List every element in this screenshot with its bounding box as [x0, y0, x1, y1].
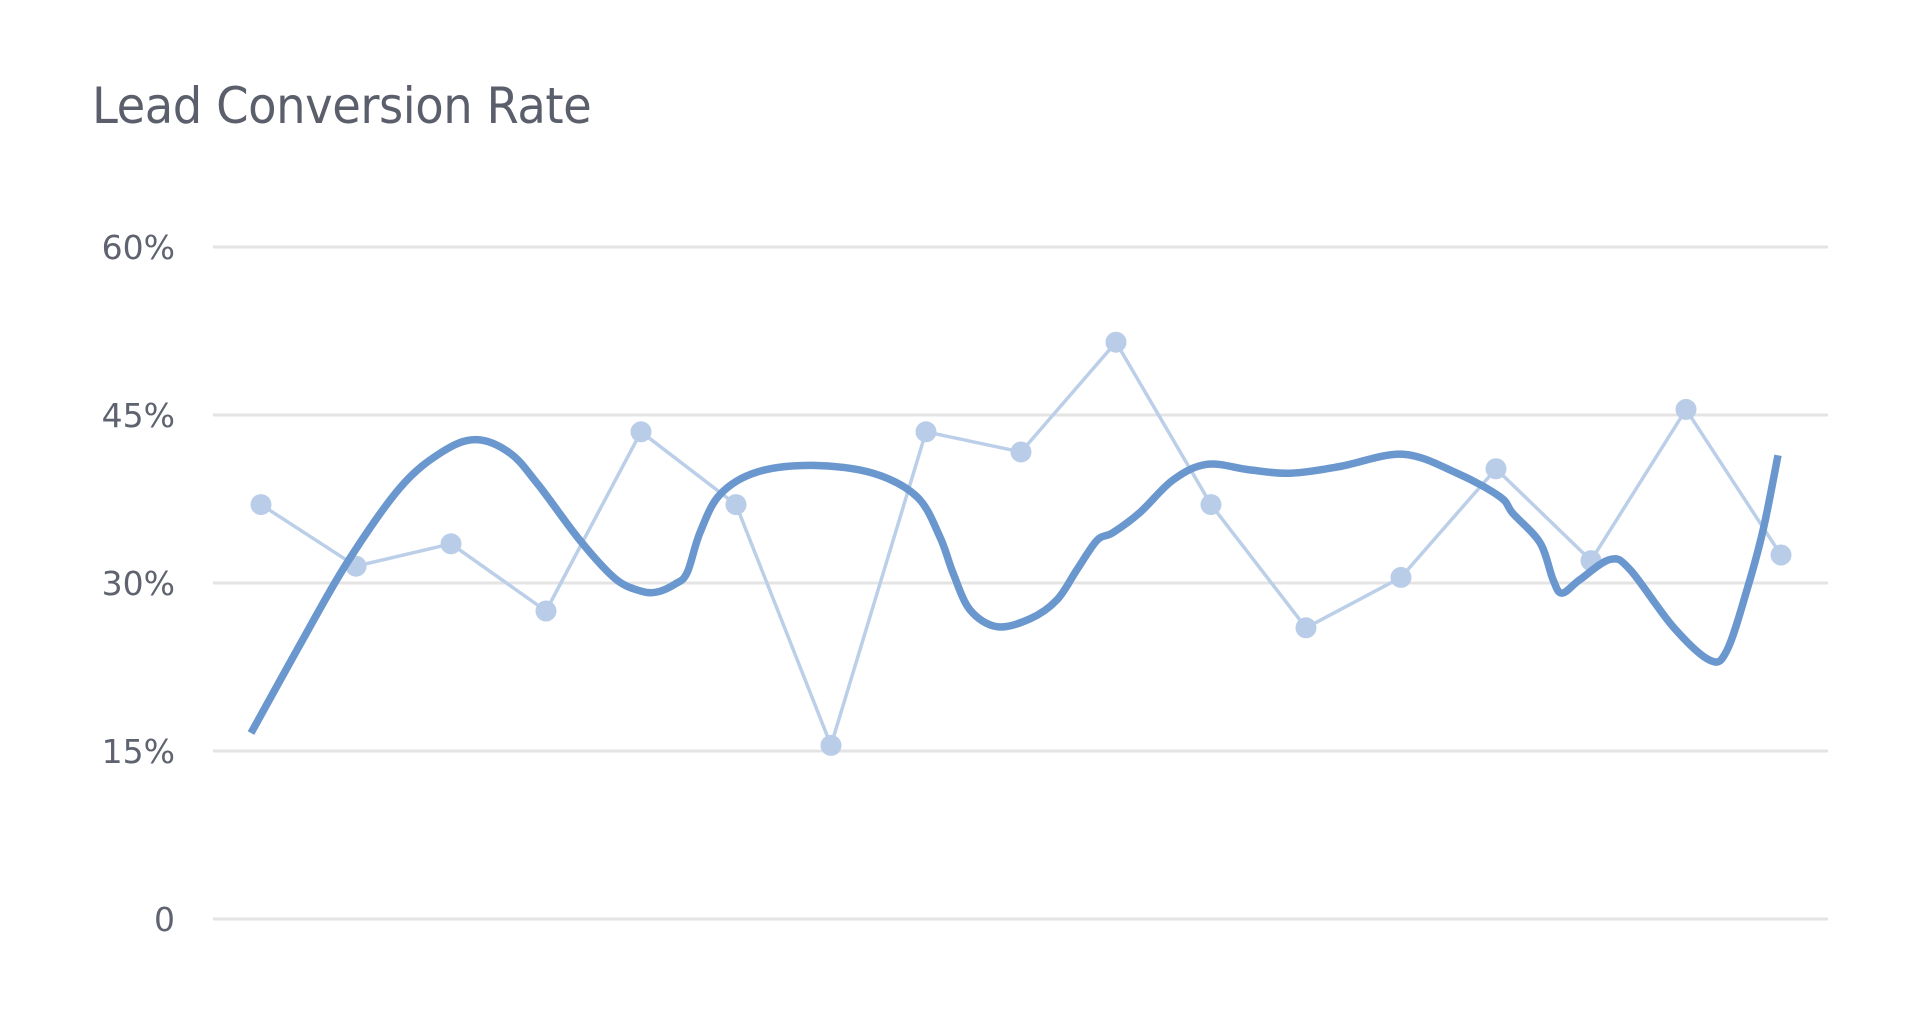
trend-line — [247, 435, 1782, 735]
y-tick-label: 45% — [102, 396, 175, 435]
data-point[interactable] — [1770, 544, 1792, 566]
data-point[interactable] — [1675, 398, 1697, 420]
data-point[interactable] — [1485, 458, 1507, 480]
gridlines — [213, 245, 1828, 921]
y-tick-label: 60% — [102, 228, 175, 267]
chart-title: Lead Conversion Rate — [92, 77, 592, 135]
y-tick-label: 0 — [154, 900, 175, 939]
data-point[interactable] — [1200, 494, 1222, 516]
data-point[interactable] — [250, 494, 272, 516]
series-trend — [247, 435, 1782, 735]
data-point[interactable] — [1295, 617, 1317, 639]
data-point[interactable] — [1390, 566, 1412, 588]
data-point[interactable] — [915, 421, 937, 443]
data-point[interactable] — [630, 421, 652, 443]
data-point[interactable] — [440, 533, 462, 555]
data-point[interactable] — [1010, 441, 1032, 463]
data-point[interactable] — [725, 494, 747, 516]
y-tick-label: 30% — [102, 564, 175, 603]
data-point[interactable] — [1105, 331, 1127, 353]
data-point[interactable] — [535, 600, 557, 622]
y-tick-label: 15% — [102, 732, 175, 771]
data-point[interactable] — [820, 734, 842, 756]
series-conversion-rate — [250, 331, 1792, 756]
y-axis-labels: 0 15% 30% 45% 60% — [102, 228, 175, 939]
series-line — [260, 340, 1783, 748]
